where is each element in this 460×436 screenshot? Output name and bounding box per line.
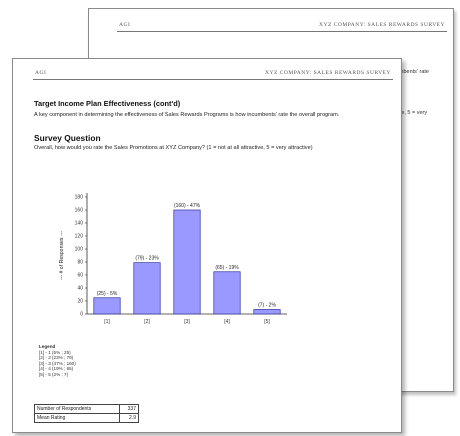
back-header-left: AGI bbox=[119, 22, 131, 28]
bar-data-label: (25) - 5% bbox=[97, 291, 118, 297]
y-tick-label: 0 bbox=[80, 312, 83, 318]
bar-data-label: (65) - 19% bbox=[215, 265, 239, 271]
x-tick-label: [4] bbox=[224, 319, 230, 325]
x-tick-label: [5] bbox=[264, 319, 270, 325]
y-tick-label: 100 bbox=[75, 247, 84, 253]
stat-value: 337 bbox=[119, 404, 139, 414]
chart-bar bbox=[173, 209, 201, 315]
table-row: Mean Rating 2.9 bbox=[34, 413, 139, 423]
y-axis-title: --- # of Responses --- bbox=[59, 231, 65, 281]
section-title: Target Income Plan Effectiveness (cont'd… bbox=[34, 99, 181, 108]
bar-data-label: (160) - 47% bbox=[174, 203, 201, 209]
bar-data-label: (79) - 23% bbox=[135, 256, 159, 262]
legend: Legend [1] - 1 (5% ; 25) [2] - 2 (23% ; … bbox=[39, 344, 76, 378]
bar-chart: 0 20 40 60 80 100 120 140 160 180 --- # of Respons… bbox=[59, 193, 287, 325]
legend-item: [2] - 2 (23% ; 79) bbox=[39, 355, 74, 361]
legend-item: [4] - 4 (19% ; 65) bbox=[39, 366, 74, 372]
y-tick-label: 160 bbox=[75, 208, 84, 214]
back-header-right: XYZ COMPANY: SALES REWARDS SURVEY bbox=[319, 22, 445, 28]
stats-table: Number of Respondents 337 Mean Rating 2.… bbox=[34, 404, 139, 423]
stat-label: Mean Rating bbox=[34, 413, 120, 423]
y-tick-label: 120 bbox=[75, 234, 84, 240]
y-tick-label: 140 bbox=[75, 221, 84, 227]
front-header-rule bbox=[33, 79, 393, 80]
y-tick-label: 20 bbox=[77, 299, 83, 305]
y-tick-label: 40 bbox=[77, 286, 83, 292]
chart-bar bbox=[93, 297, 121, 315]
legend-item: [3] - 3 (47% ; 160) bbox=[39, 360, 76, 366]
y-tick-label: 60 bbox=[77, 273, 83, 279]
legend-title: Legend bbox=[39, 344, 56, 349]
chart-bar bbox=[253, 309, 281, 315]
question-text: Overall, how would you rate the Sales Pr… bbox=[34, 145, 313, 151]
x-tick-label: [2] bbox=[144, 319, 150, 325]
stat-label: Number of Respondents bbox=[34, 404, 120, 414]
x-tick-label: [3] bbox=[184, 319, 190, 325]
chart-bar bbox=[213, 271, 241, 315]
question-title: Survey Question bbox=[34, 133, 101, 143]
front-page: AGI XYZ COMPANY: SALES REWARDS SURVEY Ta… bbox=[12, 58, 402, 433]
y-tick-label: 80 bbox=[77, 260, 83, 266]
back-header-rule bbox=[117, 31, 447, 32]
intro-text: A key component in determining the effec… bbox=[34, 112, 340, 118]
table-row: Number of Respondents 337 bbox=[34, 404, 139, 414]
x-tick-label: [1] bbox=[104, 319, 110, 325]
front-header-right: XYZ COMPANY: SALES REWARDS SURVEY bbox=[265, 70, 391, 76]
legend-item: [5] - 5 (2% ; 7) bbox=[39, 371, 69, 377]
chart-bar bbox=[133, 262, 161, 315]
back-text-fragment-2: active, 5 = very bbox=[390, 110, 428, 116]
back-text-fragment-1: ncumbents' rate bbox=[390, 69, 429, 75]
y-tick-label: 180 bbox=[75, 195, 84, 201]
stat-value: 2.9 bbox=[119, 413, 139, 423]
front-header-left: AGI bbox=[35, 70, 47, 76]
bar-data-label: (7) - 2% bbox=[258, 302, 276, 308]
legend-item: [1] - 1 (5% ; 25) bbox=[39, 349, 71, 355]
